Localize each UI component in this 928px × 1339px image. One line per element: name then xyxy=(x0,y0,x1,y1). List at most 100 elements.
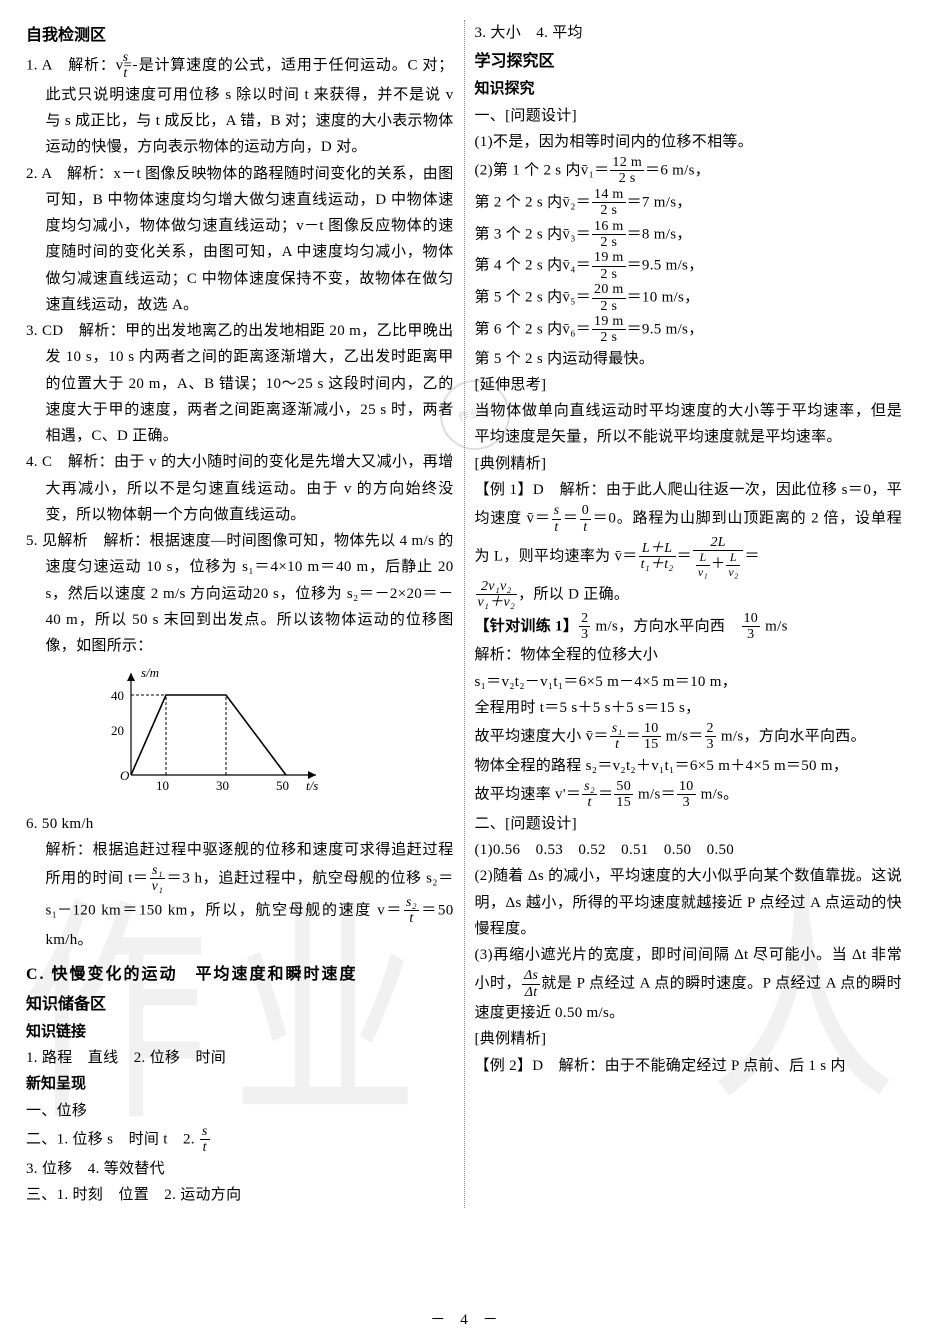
frac-num: s xyxy=(133,50,137,66)
wenti-2-5: 第 5 个 2 s 内v̄₅＝20 m2 s＝10 m/s， xyxy=(475,282,903,314)
res: ＝9.5 m/s， xyxy=(627,321,704,337)
xz2-text: 二、1. 位移 s 时间 t 2. xyxy=(26,1131,199,1147)
frac-den: 2 s xyxy=(592,203,626,218)
question-5: 5. 见解析 解析：根据速度—时间图像可知，物体先以 4 m/s 的速度匀速运动… xyxy=(26,528,454,659)
frac-num: 16 m xyxy=(592,219,626,235)
frac-num: 2L xyxy=(693,535,744,551)
frac-num: 19 m xyxy=(592,314,626,330)
frac-den: 3 xyxy=(705,737,716,752)
pre: 第 5 个 2 s 内v̄₅＝ xyxy=(475,289,592,305)
p1: (1)0.56 0.53 0.52 0.51 0.50 0.50 xyxy=(475,837,903,863)
svg-text:O: O xyxy=(120,768,130,783)
frac-num: 0 xyxy=(580,503,591,519)
ex1-e: ＝ xyxy=(744,548,759,564)
q1-prefix: 1. A 解析：v= xyxy=(26,57,132,73)
ex1-f: ，所以 D 正确。 xyxy=(518,586,629,602)
frac-num: 50 xyxy=(614,779,633,795)
frac-den: 15 xyxy=(614,795,633,810)
yanshen-heading: [延伸思考] xyxy=(475,372,903,398)
xz-3: 3. 位移 4. 等效替代 xyxy=(26,1156,454,1182)
zd-exp3: 全程用时 t＝5 s＋5 s＋5 s＝15 s， xyxy=(475,695,903,721)
frac-num: L xyxy=(726,551,740,565)
section-title: 自我检测区 xyxy=(26,22,454,50)
xuexi-title: 学习探究区 xyxy=(475,48,903,76)
zhishitanjiu-title: 知识探究 xyxy=(475,76,903,102)
question-3: 3. CD 解析：甲的出发地离乙的出发地相距 20 m，乙比甲晚出发 10 s，… xyxy=(26,318,454,449)
section-c-title: C. 快慢变化的运动 平均速度和瞬时速度 xyxy=(26,961,454,989)
frac-den: Δt xyxy=(522,985,540,1000)
frac-num: s xyxy=(200,1124,210,1140)
pre: (2)第 1 个 2 s 内v̄₁＝ xyxy=(475,162,610,178)
zhendui-1: 【针对训练 1】23 m/s，方向水平向西 103 m/s xyxy=(475,611,903,643)
frac-num: 2v₁v₂ xyxy=(476,579,518,595)
example-2: 【例 2】D 解析：由于不能确定经过 P 点前、后 1 s 内 xyxy=(475,1053,903,1079)
frac-num: 10 xyxy=(742,611,761,627)
p2: (2)随着 Δs 的减小，平均速度的大小似乎向某个数值靠拢。这说明，Δs 越小，… xyxy=(475,863,903,942)
frac-den: Lv₁＋Lv₂ xyxy=(693,551,744,578)
frac-den: t xyxy=(610,737,625,752)
frac-den: 2 s xyxy=(592,330,626,345)
frac-den: v₁＋v₂ xyxy=(476,595,518,610)
res: ＝9.5 m/s， xyxy=(627,258,704,274)
svg-text:t/s: t/s xyxy=(306,778,318,793)
zd6c: m/s＝ xyxy=(634,786,676,802)
frac-num: s₂ xyxy=(404,895,419,911)
wenti-2-4: 第 4 个 2 s 内v̄₄＝19 m2 s＝9.5 m/s， xyxy=(475,250,903,282)
pre: 第 3 个 2 s 内v̄₃＝ xyxy=(475,226,592,242)
wenti-2-6: 第 6 个 2 s 内v̄₆＝19 m2 s＝9.5 m/s， xyxy=(475,314,903,346)
displacement-chart: s/m t/s O 40 20 10 30 50 xyxy=(106,665,454,804)
frac-den: 3 xyxy=(742,627,761,642)
svg-text:50: 50 xyxy=(276,778,289,793)
frac-num: s₁ xyxy=(610,721,625,737)
frac-num: 20 m xyxy=(592,282,626,298)
frac-den: t xyxy=(133,66,137,81)
zd4c: m/s＝ xyxy=(662,728,704,744)
frac-den: t xyxy=(552,520,562,535)
zd6d: m/s。 xyxy=(697,786,739,802)
zd4b: ＝ xyxy=(626,728,641,744)
frac-num: Δs xyxy=(522,968,540,984)
frac-num: s xyxy=(552,503,562,519)
res: ＝7 m/s， xyxy=(627,194,692,210)
svg-text:40: 40 xyxy=(111,688,124,703)
page-number: － 4 － xyxy=(0,1307,928,1333)
pre: 第 2 个 2 s 内v̄₂＝ xyxy=(475,194,592,210)
frac-num: s₂ xyxy=(582,779,597,795)
example-1: 【例 1】D 解析：由于此人爬山往返一次，因此位移 s＝0，平均速度 v̄＝st… xyxy=(475,477,903,579)
frac-den: t xyxy=(404,911,419,926)
zd-exp2: s₁＝v₂t₂－v₁t₁＝6×5 m－4×5 m＝10 m， xyxy=(475,669,903,695)
frac-den: t xyxy=(580,520,591,535)
frac-num: L xyxy=(696,551,710,565)
zd6b: ＝ xyxy=(598,786,613,802)
svg-text:s/m: s/m xyxy=(141,665,159,680)
wenti2-heading: 二、[问题设计] xyxy=(475,811,903,837)
res: ＝8 m/s， xyxy=(627,226,692,242)
zd-exp4: 故平均速度大小 v̄＝s₁t＝1015 m/s＝23 m/s，方向水平向西。 xyxy=(475,721,903,753)
frac-num: 10 xyxy=(677,779,696,795)
wenti-1: (1)不是，因为相等时间内的位移不相等。 xyxy=(475,129,903,155)
frac-den: v₁ xyxy=(696,566,710,579)
zd6a: 故平均速率 v'＝ xyxy=(475,786,582,802)
yanshen-body: 当物体做单向直线运动时平均速度的大小等于平均速率，但是平均速度是矢量，所以不能说… xyxy=(475,398,903,451)
p3: (3)再缩小遮光片的宽度，即时间间隔 Δt 尽可能小。当 Δt 非常小时，ΔsΔ… xyxy=(475,942,903,1026)
zd-exp5: 物体全程的路程 s₂＝v₂t₂＋v₁t₁＝6×5 m＋4×5 m＝50 m， xyxy=(475,753,903,779)
svg-text:30: 30 xyxy=(216,778,229,793)
zd-b: m/s，方向水平向西 xyxy=(591,618,740,634)
pre: 第 4 个 2 s 内v̄₄＝ xyxy=(475,258,592,274)
xz-1: 一、位移 xyxy=(26,1098,454,1124)
frac-den: 2 s xyxy=(592,299,626,314)
frac-den: v₁ xyxy=(150,879,166,894)
zd4a: 故平均速度大小 v̄＝ xyxy=(475,728,609,744)
frac-num: 14 m xyxy=(592,187,626,203)
frac-den: 3 xyxy=(677,795,696,810)
zd-c: m/s xyxy=(761,618,788,634)
frac-num: 10 xyxy=(642,721,661,737)
column-divider xyxy=(464,20,465,1208)
zhishilink-title: 知识链接 xyxy=(26,1019,454,1045)
zhishichubei-title: 知识储备区 xyxy=(26,991,454,1019)
question-4: 4. C 解析：由于 v 的大小随时间的变化是先增大又减小，再增大再减小，所以不… xyxy=(26,449,454,528)
frac-num: L＋L xyxy=(639,541,676,557)
svg-text:20: 20 xyxy=(111,723,124,738)
xinzhi-title: 新知呈现 xyxy=(26,1071,454,1097)
zd4d: m/s，方向水平向西。 xyxy=(717,728,866,744)
